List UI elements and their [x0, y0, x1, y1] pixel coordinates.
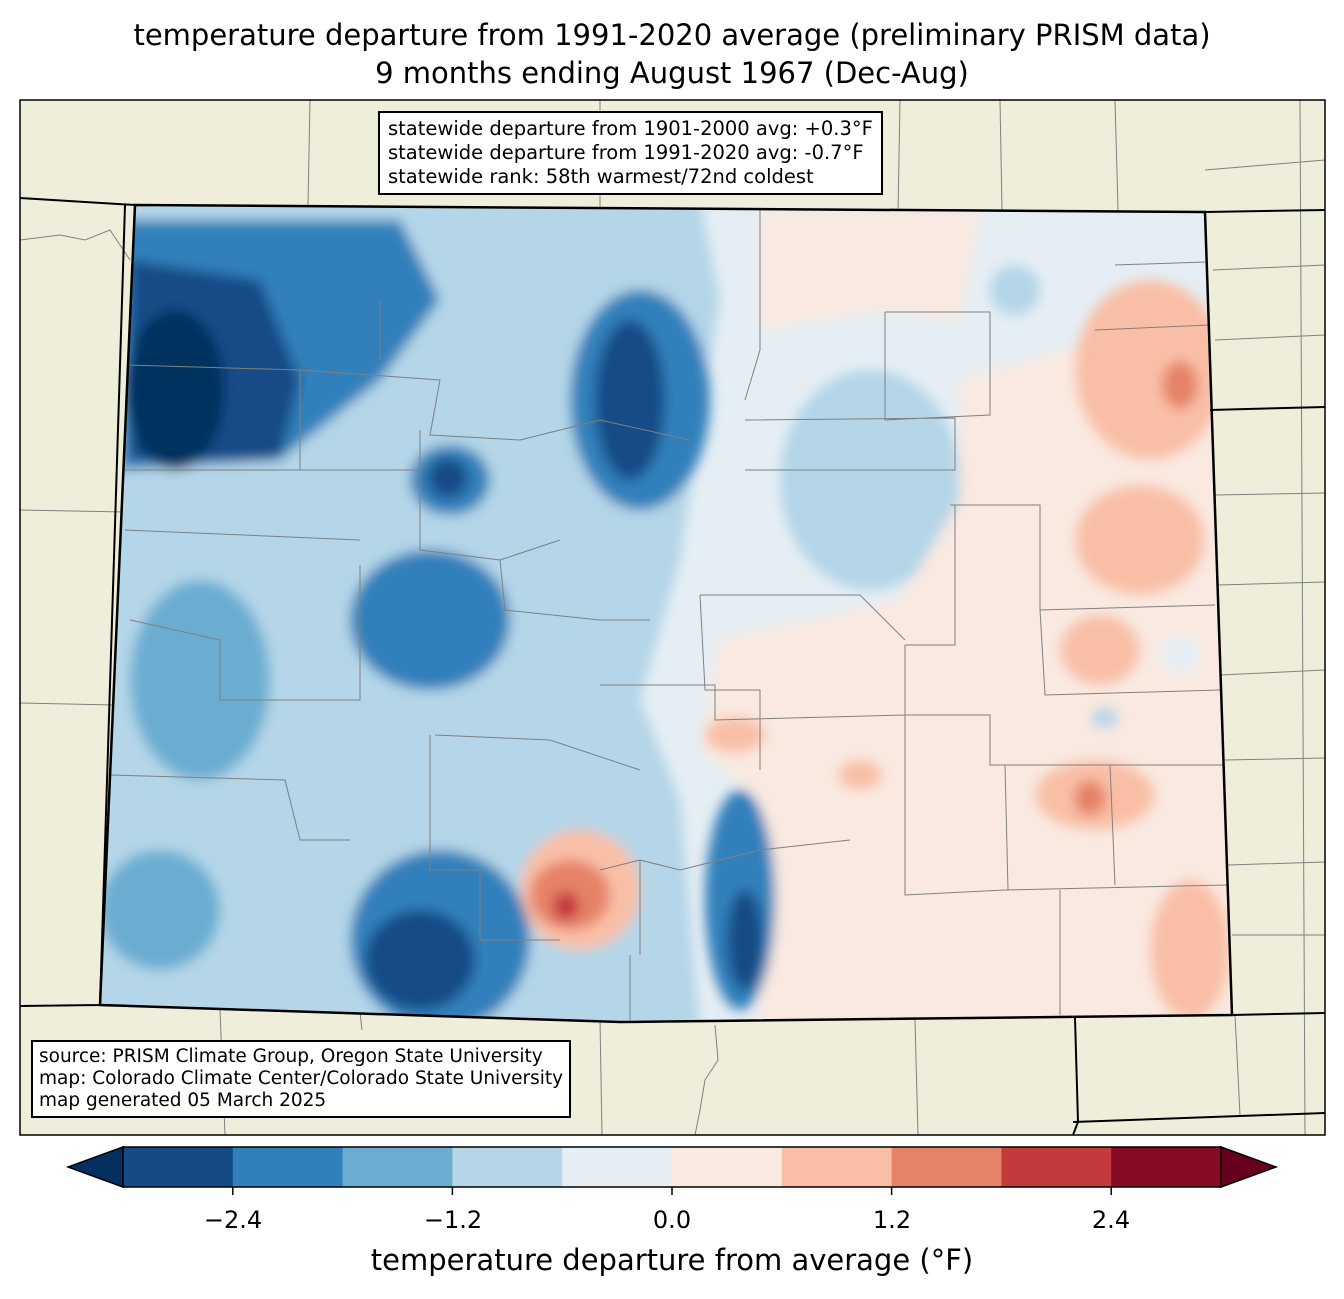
colorbar-bin	[562, 1147, 673, 1187]
source-line-1: source: PRISM Climate Group, Oregon Stat…	[39, 1046, 543, 1067]
title-line-2: 9 months ending August 1967 (Dec-Aug)	[375, 56, 969, 90]
colorbar-bin	[1001, 1147, 1112, 1187]
stats-line-1: statewide departure from 1901-2000 avg: …	[388, 117, 873, 140]
colorbar-tick-label: 1.2	[872, 1206, 912, 1234]
stats-line-2: statewide departure from 1991-2020 avg: …	[388, 141, 864, 164]
title-line-1: temperature departure from 1991-2020 ave…	[133, 18, 1211, 52]
colorbar-bin	[672, 1147, 783, 1187]
colorbar	[65, 1145, 1279, 1195]
colorbar-tick-label: −1.2	[423, 1206, 483, 1234]
colorbar-tick-label: 2.4	[1091, 1206, 1131, 1234]
colorbar-label: temperature departure from average (°F)	[370, 1243, 974, 1277]
county-lines	[109, 210, 1231, 1022]
source-box: source: PRISM Climate Group, Oregon Stat…	[31, 1040, 572, 1118]
colorbar-bin	[891, 1147, 1002, 1187]
colorbar-bin	[452, 1147, 563, 1187]
source-line-3: map generated 05 March 2025	[39, 1090, 327, 1111]
colorbar-bin	[781, 1147, 893, 1187]
colorbar-over-arrow	[1220, 1145, 1279, 1189]
colorbar-tick-label: −2.4	[203, 1206, 263, 1234]
stats-box: statewide departure from 1901-2000 avg: …	[378, 111, 883, 195]
source-line-2: map: Colorado Climate Center/Colorado St…	[39, 1068, 564, 1089]
colorbar-tick-label: 0.0	[652, 1206, 692, 1234]
colorbar-bin	[232, 1147, 344, 1187]
stats-line-3: statewide rank: 58th warmest/72nd coldes…	[388, 165, 814, 188]
map-frame	[19, 99, 1326, 1136]
colorbar-bin	[123, 1147, 234, 1187]
state-boundaries	[19, 197, 1326, 1136]
colorado-boundary	[98, 203, 1234, 1024]
colorbar-bin	[1111, 1147, 1222, 1187]
colorbar-under-arrow	[65, 1145, 124, 1189]
colorbar-bin	[342, 1147, 453, 1187]
temperature-contours	[100, 205, 1232, 1022]
